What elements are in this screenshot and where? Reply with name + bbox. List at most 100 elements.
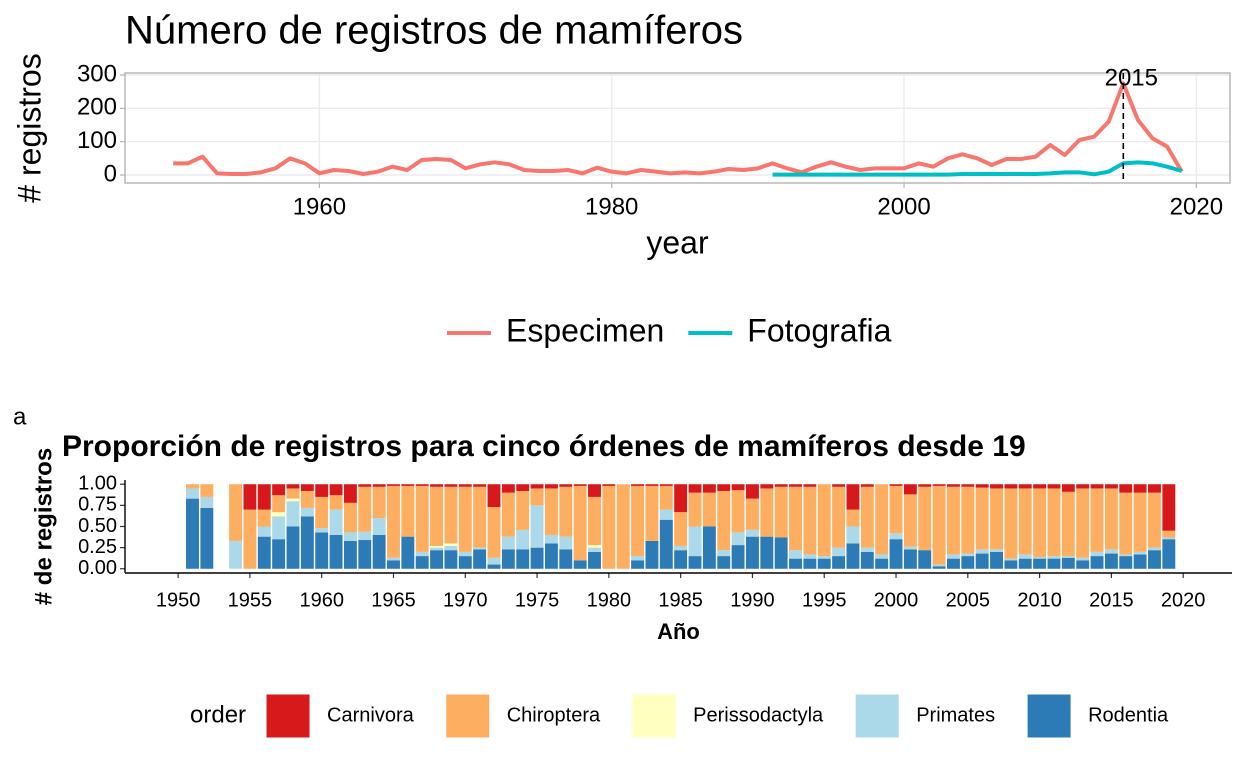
bar-segment (501, 536, 515, 550)
bar-segment (1119, 554, 1133, 557)
bar-segment (946, 558, 960, 569)
bar-segment (487, 507, 501, 558)
bar-segment (501, 549, 515, 569)
y-tick-label: 0 (104, 160, 117, 187)
bar-segment (602, 485, 616, 569)
bar-segment (731, 545, 745, 569)
bar-segment (186, 484, 199, 489)
bar-segment (300, 516, 314, 569)
bar-segment (1061, 556, 1075, 558)
legend-title: order (190, 701, 246, 728)
bar-segment (903, 484, 917, 495)
bar-segment (918, 550, 932, 569)
bar-segment (817, 558, 831, 569)
bar-segment (401, 484, 415, 486)
bar-segment (645, 540, 659, 569)
bar-segment (200, 484, 214, 497)
bar-segment (1076, 557, 1090, 561)
bar-segment (789, 484, 802, 487)
x-tick-label: 1975 (515, 589, 560, 611)
bar-segment (846, 543, 860, 569)
bar-segment (573, 485, 587, 561)
bar-segment (358, 484, 372, 487)
bar-segment (817, 556, 831, 559)
bar-segment (659, 484, 673, 486)
x-tick-label: 1960 (293, 193, 346, 220)
bar-segment (300, 490, 314, 508)
bar-segment (516, 549, 530, 569)
bar-segment (544, 534, 558, 544)
bar-segment (286, 498, 300, 502)
x-tick-label: 1995 (802, 589, 847, 611)
bar-segment (343, 502, 357, 533)
bar-segment (516, 529, 530, 550)
bar-segment (946, 484, 960, 487)
bar-segment (889, 485, 903, 534)
bar-segment (702, 526, 716, 569)
bar-segment (272, 484, 286, 496)
panel-tag: a (13, 403, 27, 430)
bar-segment (444, 545, 458, 551)
bar-segment (717, 484, 731, 491)
bar-segment (430, 545, 444, 548)
bar-segment (745, 536, 759, 569)
bar-segment (1004, 558, 1018, 561)
bar-segment (932, 564, 946, 567)
legend-label: Carnivora (327, 704, 415, 726)
legend-key (854, 693, 900, 739)
bar-segment (659, 509, 673, 520)
bar-segment (343, 484, 357, 503)
bar-segment (688, 556, 702, 569)
bar-segment (530, 505, 544, 548)
x-tick-label: 2000 (874, 589, 919, 611)
bar-segment (602, 484, 616, 486)
bar-segment (875, 558, 889, 569)
bar-segment (961, 553, 975, 557)
bar-segment (458, 484, 472, 487)
bar-segment (645, 484, 659, 486)
bar-segment (573, 560, 587, 569)
bar-segment (559, 549, 573, 569)
bar-segment (803, 554, 817, 559)
bar-segment (860, 484, 874, 487)
y-axis-label: # registros (11, 53, 47, 202)
bar-segment (631, 485, 645, 557)
bar-segment (387, 557, 400, 561)
bar-segment (588, 545, 601, 548)
bar-segment (473, 549, 487, 569)
bar-segment (1090, 551, 1104, 557)
x-tick-label: 2015 (1089, 589, 1134, 611)
bar-segment (387, 485, 400, 558)
bar-segment (1033, 556, 1047, 559)
x-tick-label: 2020 (1161, 589, 1206, 611)
bar-segment (473, 484, 487, 487)
bar-segment (990, 484, 1003, 489)
x-axis-label: year (646, 224, 709, 260)
bar-segment (674, 484, 688, 513)
bar-segment (1004, 560, 1018, 569)
bar-segment (889, 484, 903, 486)
bar-segment (487, 484, 501, 508)
y-tick-label: 0.25 (78, 536, 117, 558)
bar-segment (444, 550, 458, 569)
bar-segment (817, 484, 831, 557)
bar-segment (1018, 484, 1032, 489)
bar-segment (631, 556, 645, 561)
bar-segment (1119, 556, 1133, 569)
bar-segment (473, 547, 487, 550)
bar-segment (760, 536, 774, 569)
bar-segment (745, 498, 759, 530)
bar-segment (401, 536, 415, 569)
bar-segment (229, 484, 243, 541)
bar-segment (1119, 492, 1133, 555)
bar-segment (358, 540, 372, 569)
bar-segment (645, 485, 659, 541)
bar-segment (1104, 549, 1118, 554)
bar-segment (544, 484, 558, 489)
bar-segment (889, 539, 903, 569)
chart-title: Número de registros de mamíferos (125, 9, 743, 53)
data-line (772, 160, 1183, 177)
bar-segment (760, 484, 774, 489)
bar-segment (516, 484, 530, 491)
bar-segment (430, 484, 444, 487)
